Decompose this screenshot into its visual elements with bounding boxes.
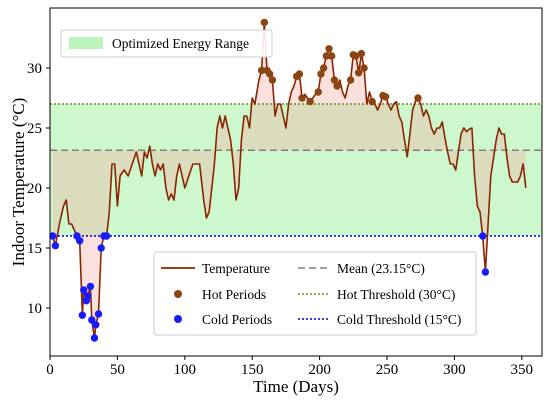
hot-period-point	[322, 52, 331, 60]
plot-frame	[49, 7, 543, 357]
x-tick-label: 100	[174, 362, 197, 378]
hot-period-point	[368, 97, 376, 106]
hot-period-point	[306, 97, 314, 106]
cold-period-point	[481, 268, 490, 276]
hot-period-point	[381, 93, 390, 101]
legend-hot-threshold-label: Hot Threshold (30°C)	[337, 287, 455, 302]
legend-cold-swatch	[174, 315, 182, 323]
hot-period-point	[295, 70, 304, 78]
temperature-line	[51, 21, 527, 339]
y-tick-label: 30	[27, 61, 42, 77]
y-tick-label: 10	[27, 301, 42, 317]
y-tick-label: 25	[27, 121, 42, 137]
axes: 0 50 100 150 200 250 300 350 10 15 20 25 30 Time (Day…	[9, 7, 543, 396]
hot-period-point	[333, 82, 341, 90]
legends: Optimized Energy Range Temperature Hot Per…	[60, 29, 477, 336]
x-tick-label: 0	[46, 362, 54, 378]
cold-period-point	[75, 237, 84, 245]
y-tick-label: 15	[27, 241, 42, 257]
hot-period-point	[325, 45, 333, 53]
x-tick-label: 350	[511, 362, 534, 378]
x-tick-label: 300	[443, 362, 466, 378]
cold-period-point	[51, 241, 60, 250]
optimized-energy-band	[50, 104, 542, 236]
y-axis-label: Indoor Temperature (°C)	[9, 98, 28, 267]
cold-period-point	[97, 244, 105, 252]
cold-period-point	[50, 232, 57, 240]
hot-period-point	[346, 76, 355, 84]
hot-period-point	[317, 70, 325, 78]
plot-content	[50, 18, 542, 342]
band-legend-swatch	[69, 37, 103, 49]
legend-temperature-label: Temperature	[202, 261, 270, 276]
hot-period-point	[360, 64, 368, 72]
cold-period-point	[102, 232, 111, 240]
legend-mean-label: Mean (23.15°C)	[337, 261, 425, 276]
cold-period-point	[78, 311, 87, 319]
band-legend-label: Optimized Energy Range	[112, 36, 249, 51]
hot-period-point	[257, 66, 266, 75]
hot-period-point	[414, 94, 422, 102]
x-tick-label: 50	[110, 362, 125, 378]
x-tick-label: 250	[376, 362, 399, 378]
x-tick-label: 150	[241, 362, 264, 378]
cold-period-point	[84, 292, 92, 300]
hot-period-point	[319, 64, 328, 72]
y-tick-label: 20	[27, 181, 42, 197]
hot-period-point	[266, 70, 274, 78]
hot-period-point	[298, 94, 306, 102]
hot-period-point	[354, 69, 363, 77]
cold-period-point	[94, 310, 103, 318]
legend-hot-swatch	[174, 290, 182, 298]
hot-period-point	[314, 88, 322, 96]
legend-hot-label: Hot Periods	[202, 287, 266, 302]
hot-period-point	[330, 76, 339, 84]
hot-period-point	[268, 76, 277, 84]
hot-period-point	[260, 18, 269, 27]
cold-period-point	[86, 282, 95, 291]
legend-cold-label: Cold Periods	[202, 312, 272, 327]
plot-area	[50, 18, 542, 342]
hot-period-point	[328, 52, 336, 60]
legend-cold-threshold-label: Cold Threshold (15°C)	[337, 312, 461, 327]
cold-period-point	[90, 334, 99, 342]
hot-period-point	[357, 49, 366, 58]
x-axis-label: Time (Days)	[253, 377, 339, 396]
cold-period-point	[478, 232, 487, 240]
x-tick-label: 200	[308, 362, 331, 378]
cold-period-point	[79, 286, 88, 294]
band-legend-box	[60, 29, 273, 58]
cold-period-point	[92, 321, 100, 329]
